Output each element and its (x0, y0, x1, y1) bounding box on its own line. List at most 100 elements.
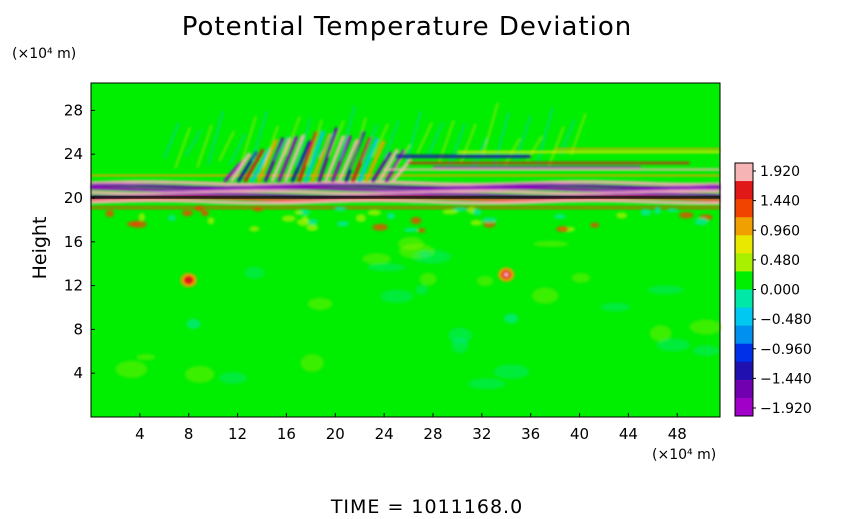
colorbar-swatch (735, 361, 753, 381)
anomaly-patch (418, 250, 432, 259)
y-tick-label: 24 (64, 145, 83, 163)
anomaly-blob (281, 215, 296, 222)
y-tick-label: 16 (64, 233, 83, 251)
plot-area (90, 82, 723, 418)
y-tick-label: 20 (64, 189, 83, 207)
colorbar-label: 0.960 (760, 223, 800, 239)
wave-stripe-faint (350, 117, 367, 170)
anomaly-core (183, 275, 194, 285)
anomaly-blob (181, 209, 194, 217)
wave-stripe (223, 159, 245, 183)
wave-stripe-faint (196, 124, 213, 168)
anomaly-patch (493, 364, 530, 379)
anomaly-blob (590, 222, 600, 228)
wave-stripe-faint (207, 111, 224, 166)
alternating-layer (91, 180, 720, 205)
colorbar-swatch (735, 397, 753, 417)
wave-stripe (317, 127, 339, 183)
colorbar-swatch (735, 379, 753, 399)
anomaly-blob (554, 214, 566, 220)
anomaly-blob (386, 212, 396, 220)
layer-core-line (91, 195, 720, 199)
upper-fringe (91, 173, 720, 177)
wave-stripe (277, 135, 298, 183)
wave-stripe-faint (427, 122, 444, 157)
upper-ripples (384, 147, 720, 171)
wave-stripe-faint (405, 111, 422, 164)
anomaly-patch (244, 266, 265, 279)
colorbar-label: −1.440 (760, 371, 812, 387)
anomaly-peak (503, 272, 509, 277)
x-axis-unit: (×10⁴ m) (652, 447, 717, 463)
anomaly-blob (678, 211, 694, 219)
anomaly-patch (649, 325, 672, 342)
anomaly-blob (296, 218, 311, 226)
anomaly-patch (362, 253, 391, 265)
anomaly-blob (556, 226, 569, 233)
x-tick-label: 20 (326, 425, 345, 443)
wave-stripe-faint (284, 116, 301, 156)
wave-stripe-faint (339, 105, 356, 161)
colorbar-label: 0.000 (760, 283, 800, 299)
wave-stripe (290, 140, 312, 183)
wave-stripe (364, 140, 386, 183)
wave-stripe (351, 136, 372, 183)
layer-band (91, 189, 720, 196)
colorbar-swatch (735, 343, 753, 363)
anomaly-blob (336, 220, 349, 227)
anomaly-blob (403, 227, 419, 232)
wave-stripe-faint (361, 124, 378, 163)
small-anomalies (105, 205, 723, 390)
wave-stripe-faint (515, 115, 532, 161)
wave-stripe-faint (251, 111, 268, 162)
colorbar-swatch (735, 289, 753, 309)
wave-stripe-faint (537, 107, 554, 163)
colorbar-swatch (735, 307, 753, 327)
anomaly-blob (470, 219, 483, 226)
anomaly-blob (482, 217, 497, 223)
anomaly-blob (249, 226, 260, 232)
x-tick-label: 32 (472, 425, 491, 443)
warm-anomaly (180, 273, 201, 329)
anomaly-patch (184, 365, 215, 383)
anomaly-blob (201, 209, 209, 217)
wave-stripe-faint (449, 123, 466, 166)
wave-stripe-faint (240, 116, 257, 165)
anomaly-blob (616, 212, 628, 219)
wave-stripe-faint (471, 137, 488, 170)
colorbar-label: 1.440 (760, 194, 800, 210)
anomaly-blob (410, 217, 422, 225)
wave-stripe-faint (306, 119, 323, 167)
anomaly-patch (600, 302, 630, 312)
wave-stripe-faint (317, 132, 334, 159)
colorbar-label: 0.480 (760, 253, 800, 269)
colorbar-swatch (735, 199, 753, 218)
x-tick-label: 40 (570, 425, 589, 443)
lower-fringe (91, 205, 720, 210)
anomaly-patch (136, 353, 155, 361)
anomaly-blob (308, 218, 318, 226)
anomaly-patch (367, 263, 406, 272)
colorbar-swatch (735, 235, 753, 254)
wave-stripe-faint (185, 129, 202, 157)
anomaly-patch (531, 287, 559, 304)
anomaly-patch (689, 319, 723, 335)
colorbar-label: 1.920 (760, 164, 800, 180)
x-tick-label: 48 (668, 425, 687, 443)
anomaly-blob (126, 221, 140, 227)
wave-stripe-faint (482, 102, 499, 156)
anomaly-blob (452, 207, 468, 212)
wave-stripe-faint (174, 127, 191, 169)
anomaly-patch (415, 284, 428, 295)
anomaly-patch (419, 272, 437, 286)
anomaly-blob (367, 209, 381, 216)
x-tick-label: 8 (184, 425, 194, 443)
wave-stripe (378, 148, 399, 183)
wave-stripe-faint (328, 120, 345, 157)
colorbar-label: −1.920 (760, 401, 812, 417)
layer-band (91, 186, 720, 193)
anomaly-blob (640, 208, 652, 216)
x-tick-label: 36 (521, 425, 540, 443)
layer-band (91, 180, 720, 186)
y-tick-label: 4 (73, 364, 83, 382)
